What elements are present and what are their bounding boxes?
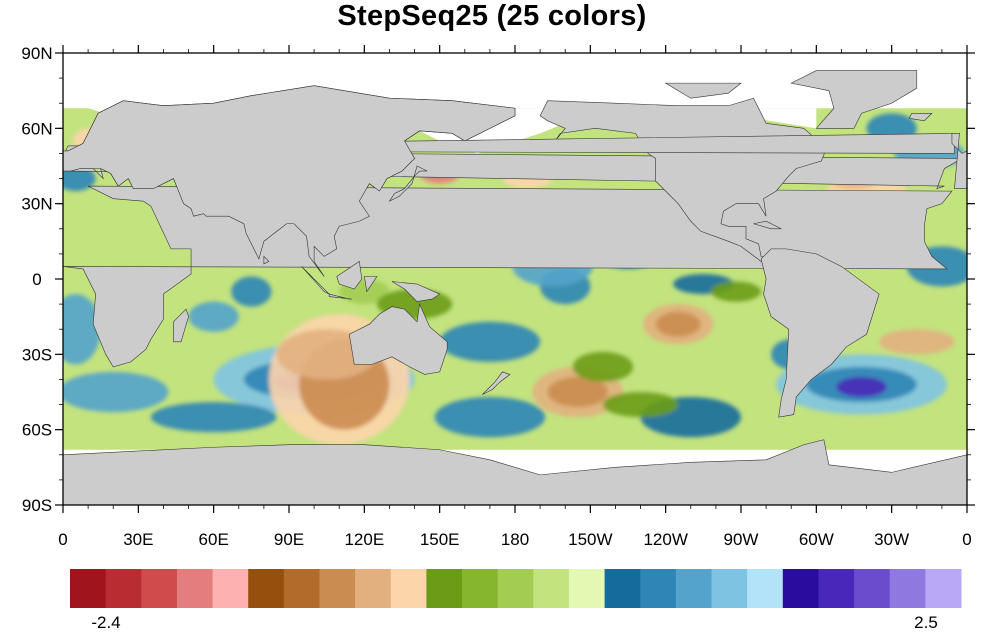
- colorbar-swatch: [319, 569, 356, 608]
- x-axis: 0 30E 60E 90E 120E 150E 180 150W 120W 90W 60W 30W 0: [58, 45, 972, 549]
- colorbar-swatch: [818, 569, 855, 608]
- colorbar-swatch: [390, 569, 427, 608]
- y-tick-label: 0: [32, 270, 41, 289]
- colorbar-swatch: [283, 569, 320, 608]
- y-axis: 90N 60N 30N 0 30S 60S 90S: [21, 44, 975, 515]
- x-tick-label: 120E: [344, 530, 384, 549]
- x-tick-label: 90W: [724, 530, 759, 549]
- land-masses: [63, 70, 967, 505]
- colorbar-swatch: [497, 569, 534, 608]
- colorbar-swatch: [533, 569, 570, 608]
- x-tick-label: 150W: [568, 530, 612, 549]
- colorbar-swatch: [925, 569, 962, 608]
- colorbar-swatch: [604, 569, 641, 608]
- colorbar-swatch: [176, 569, 214, 608]
- colorbar-swatch: [889, 569, 926, 608]
- x-tick-label: 60E: [199, 530, 229, 549]
- x-tick-label: 120W: [643, 530, 687, 549]
- colorbar-swatch: [640, 569, 677, 608]
- x-tick-label: 30E: [123, 530, 153, 549]
- x-tick-label: 180: [501, 530, 529, 549]
- y-tick-label: 90N: [21, 44, 52, 63]
- x-tick-label: 90E: [274, 530, 304, 549]
- colorbar: [70, 569, 962, 608]
- colorbar-swatch: [782, 569, 819, 608]
- colorbar-swatch: [105, 569, 142, 608]
- colorbar-swatch: [141, 569, 178, 608]
- colorbar-min-label: -2.4: [91, 613, 120, 632]
- chart-title: StepSeq25 (25 colors): [337, 0, 647, 32]
- x-tick-label: 0: [58, 530, 67, 549]
- y-tick-label: 60S: [22, 421, 52, 440]
- colorbar-swatch: [462, 569, 499, 608]
- colorbar-swatch: [675, 569, 713, 608]
- colorbar-swatch: [426, 569, 463, 608]
- colorbar-swatch: [248, 569, 285, 608]
- x-tick-label: 30W: [874, 530, 909, 549]
- colorbar-swatch: [747, 569, 784, 608]
- colorbar-swatch: [212, 569, 249, 608]
- y-tick-label: 30S: [22, 345, 52, 364]
- colorbar-swatch: [568, 569, 606, 608]
- colorbar-swatch: [70, 569, 107, 608]
- colorbar-swatch: [711, 569, 748, 608]
- x-tick-label: 0: [962, 530, 971, 549]
- x-tick-label: 150E: [420, 530, 460, 549]
- colorbar-swatch: [854, 569, 891, 608]
- colorbar-max-label: 2.5: [914, 613, 938, 632]
- y-tick-label: 90S: [22, 496, 52, 515]
- y-tick-label: 60N: [21, 119, 52, 138]
- x-tick-label: 60W: [799, 530, 834, 549]
- colorbar-swatch: [355, 569, 392, 608]
- y-tick-label: 30N: [21, 195, 52, 214]
